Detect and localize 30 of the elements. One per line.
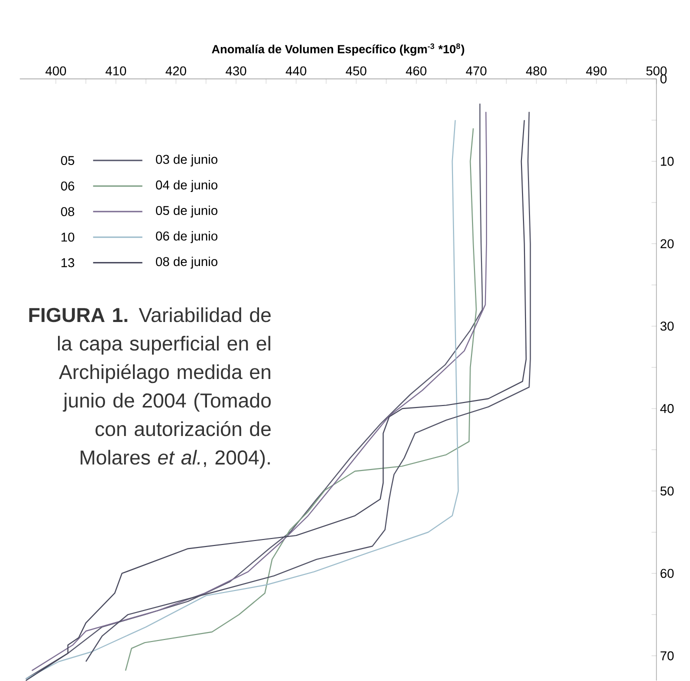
x-tick-label: 410 [106, 66, 126, 76]
x-tick-label: 400 [46, 66, 66, 76]
x-tick-label: 430 [226, 66, 246, 76]
x-axis-title: Anomalía de Volumen Específico (kgm$^{-3}$ *10$^{8}$) [212, 43, 464, 56]
annotation: 05 [61, 156, 74, 165]
x-tick-label: 460 [406, 66, 426, 76]
y-tick-label: 60 [660, 568, 674, 578]
y-tick-label: 30 [660, 322, 674, 331]
x-tick-label: 420 [166, 66, 186, 76]
x-tick-label: 440 [286, 66, 306, 76]
x-tick-label: 470 [466, 66, 486, 76]
y-tick-label: 20 [660, 239, 674, 248]
x-tick-label: 480 [526, 66, 547, 76]
legend-label: 04 de junio [156, 180, 218, 192]
annotation: 13 [62, 258, 74, 268]
legend-label: 06 de junio [156, 231, 218, 244]
legend-label: 08 de junio [156, 256, 218, 269]
annotation: 06 [61, 181, 74, 191]
text: FIGURA 1. Variabilidad de la capa superficial en el Archipiélago medida en junio de 2004 (Tomado con autorización de Molares et al., 2004). [29, 307, 271, 469]
y-tick-label: 40 [660, 404, 674, 414]
annotation: 08 [61, 207, 74, 216]
x-tick-label: 500 [646, 66, 667, 76]
y-tick-label: 10 [660, 156, 674, 166]
x-tick-label: 450 [346, 66, 366, 76]
y-tick-label: 70 [660, 651, 674, 660]
x-tick-label: 490 [586, 66, 607, 76]
annotation: 10 [62, 232, 74, 242]
y-tick-label: 50 [660, 486, 674, 496]
legend-label: 03 de junio [156, 154, 218, 166]
legend-label: 05 de junio [156, 206, 218, 218]
